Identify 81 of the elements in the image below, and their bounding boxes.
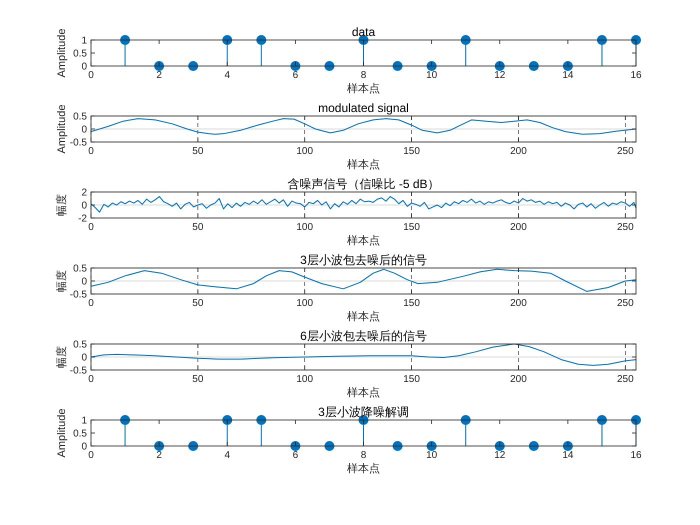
x-tick-label: 100 bbox=[296, 374, 314, 385]
y-axis-title: Amplitude bbox=[56, 28, 68, 78]
x-tick-label: 150 bbox=[403, 222, 420, 233]
x-tick-label: 250 bbox=[616, 298, 634, 309]
x-tick-label: 0 bbox=[88, 222, 94, 233]
chart-title: 3层小波降噪解调 bbox=[318, 405, 409, 419]
x-tick-label: 200 bbox=[510, 298, 528, 309]
x-tick-label: 4 bbox=[224, 450, 230, 461]
x-tick-label: 14 bbox=[562, 450, 574, 461]
x-tick-label: 16 bbox=[630, 450, 642, 461]
x-tick-label: 0 bbox=[88, 146, 94, 157]
x-axis-title: 样本点 bbox=[347, 310, 380, 323]
chart-title: data bbox=[352, 25, 376, 39]
y-tick-label: 1 bbox=[81, 36, 88, 46]
x-tick-label: 250 bbox=[616, 222, 634, 233]
y-tick-label: 0 bbox=[81, 62, 88, 72]
y-tick-label: 0 bbox=[81, 200, 88, 212]
y-axis-title: 幅度 bbox=[55, 346, 68, 368]
y-tick-label: 0.5 bbox=[73, 48, 88, 60]
x-tick-label: 200 bbox=[510, 222, 528, 233]
y-tick-label: 0 bbox=[81, 442, 88, 452]
x-axis-title: 样本点 bbox=[347, 462, 380, 475]
x-tick-label: 16 bbox=[630, 70, 642, 81]
x-tick-label: 150 bbox=[403, 146, 420, 157]
x-tick-label: 6 bbox=[292, 70, 299, 81]
x-axis-title: 样本点 bbox=[347, 234, 380, 247]
x-tick-label: 0 bbox=[88, 450, 94, 461]
chart-title: 6层小波包去噪后的信号 bbox=[300, 329, 427, 343]
x-tick-label: 0 bbox=[88, 374, 94, 385]
line-series bbox=[90, 344, 636, 366]
x-tick-label: 100 bbox=[296, 298, 314, 309]
x-tick-label: 10 bbox=[426, 450, 438, 461]
x-tick-label: 0 bbox=[88, 70, 94, 81]
line-series bbox=[90, 196, 636, 213]
x-tick-label: 50 bbox=[192, 146, 204, 157]
y-tick-label: -0.5 bbox=[70, 366, 88, 376]
x-tick-label: 250 bbox=[616, 146, 634, 157]
y-tick-label: 0 bbox=[81, 276, 88, 288]
x-tick-label: 2 bbox=[156, 70, 162, 81]
x-tick-label: 150 bbox=[403, 298, 420, 309]
x-tick-label: 2 bbox=[156, 450, 162, 461]
y-tick-label: 0.5 bbox=[73, 112, 88, 122]
y-axis-title: 幅度 bbox=[55, 270, 68, 292]
y-tick-label: 0.5 bbox=[73, 264, 88, 274]
x-tick-label: 100 bbox=[296, 222, 314, 233]
chart-title: 含噪声信号（信噪比 -5 dB） bbox=[287, 177, 440, 191]
y-axis-title: 幅度 bbox=[55, 194, 68, 216]
y-tick-label: 1 bbox=[81, 416, 88, 426]
x-tick-label: 150 bbox=[403, 374, 420, 385]
x-tick-label: 4 bbox=[224, 70, 230, 81]
x-axis-title: 样本点 bbox=[347, 386, 380, 399]
x-tick-label: 0 bbox=[88, 298, 94, 309]
x-tick-label: 200 bbox=[510, 374, 528, 385]
x-tick-label: 50 bbox=[192, 374, 204, 385]
y-tick-label: 0.5 bbox=[73, 340, 88, 350]
chart-title: 3层小波包去噪后的信号 bbox=[300, 253, 427, 267]
x-axis-title: 样本点 bbox=[347, 82, 380, 95]
chart-title: modulated signal bbox=[318, 101, 409, 115]
x-tick-label: 10 bbox=[426, 70, 438, 81]
x-tick-label: 200 bbox=[510, 146, 528, 157]
y-tick-label: -0.5 bbox=[70, 290, 88, 300]
x-tick-label: 50 bbox=[192, 222, 204, 233]
y-tick-label: 0 bbox=[81, 124, 88, 136]
x-tick-label: 12 bbox=[494, 450, 506, 461]
x-tick-label: 8 bbox=[360, 450, 367, 461]
x-tick-label: 50 bbox=[192, 298, 204, 309]
x-tick-label: 8 bbox=[360, 70, 367, 81]
y-tick-label: -0.5 bbox=[70, 138, 88, 148]
x-tick-label: 250 bbox=[616, 374, 634, 385]
y-tick-label: 2 bbox=[81, 188, 88, 198]
line-series bbox=[90, 118, 636, 135]
x-axis-title: 样本点 bbox=[347, 158, 380, 171]
y-tick-label: 0 bbox=[81, 352, 88, 364]
y-tick-label: 0.5 bbox=[73, 428, 88, 440]
y-tick-label: -2 bbox=[78, 214, 88, 224]
y-axis-title: Amplitude bbox=[56, 408, 68, 458]
x-tick-label: 6 bbox=[292, 450, 299, 461]
y-axis-title: Amplitude bbox=[56, 104, 68, 154]
x-tick-label: 14 bbox=[562, 70, 574, 81]
x-tick-label: 12 bbox=[494, 70, 506, 81]
x-tick-label: 100 bbox=[296, 146, 314, 157]
